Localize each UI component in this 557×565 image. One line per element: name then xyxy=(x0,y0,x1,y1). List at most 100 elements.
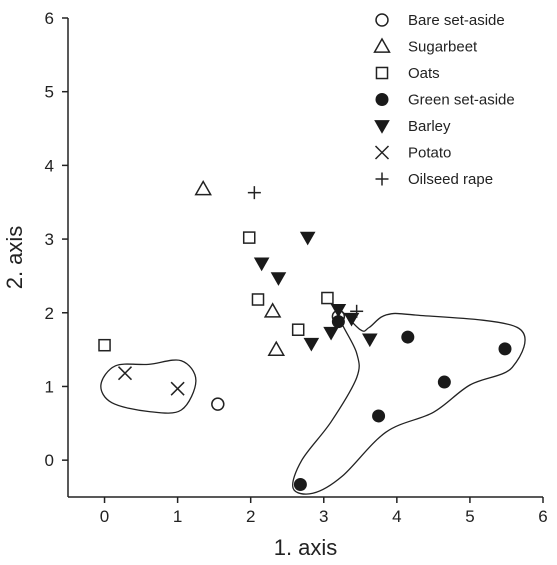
legend-item-oilseed-rape: Oilseed rape xyxy=(375,171,493,188)
point-green-set-aside xyxy=(331,315,345,329)
cluster-outline-1 xyxy=(100,359,197,414)
marker-shape xyxy=(267,340,286,356)
marker-shape xyxy=(321,291,334,305)
point-barley xyxy=(303,337,320,352)
legend-item-barley: Barley xyxy=(374,118,451,135)
point-oats xyxy=(242,231,256,244)
legend-marker-oilseed-rape xyxy=(375,172,389,186)
point-barley xyxy=(362,333,378,348)
y-tick-label: 3 xyxy=(45,230,54,249)
legend-marker-green-set-aside xyxy=(375,93,389,106)
marker-shape xyxy=(372,409,386,423)
point-green-set-aside xyxy=(498,342,512,356)
point-bare-set-aside xyxy=(211,397,225,411)
legend-label-barley: Barley xyxy=(408,118,451,135)
point-barley xyxy=(330,303,347,318)
marker-shape xyxy=(242,231,256,244)
legend: Bare set-aside Sugarbeet Oats Green set-asi… xyxy=(373,12,515,188)
marker-shape xyxy=(253,257,270,272)
marker-shape xyxy=(98,338,111,352)
marker-shape xyxy=(373,37,391,53)
marker-shape xyxy=(375,93,389,106)
legend-marker-potato xyxy=(374,145,390,160)
point-barley xyxy=(270,272,287,286)
point-oats xyxy=(321,291,334,305)
point-barley xyxy=(323,326,339,341)
legend-label-green-set-aside: Green set-aside xyxy=(408,92,515,109)
y-tick-label: 1 xyxy=(45,377,54,396)
marker-shape xyxy=(330,303,347,318)
point-barley xyxy=(343,312,360,327)
point-green-set-aside xyxy=(293,477,307,491)
legend-label-oats: Oats xyxy=(408,65,440,82)
legend-item-sugarbeet: Sugarbeet xyxy=(373,37,478,56)
point-green-set-aside xyxy=(437,375,451,389)
x-tick-label: 5 xyxy=(465,507,474,526)
marker-shape xyxy=(303,337,320,352)
marker-shape xyxy=(293,477,307,491)
x-tick-label: 4 xyxy=(392,507,401,526)
y-tick-label: 0 xyxy=(45,451,54,470)
point-potato xyxy=(170,381,185,396)
marker-shape xyxy=(375,66,389,80)
marker-shape xyxy=(374,120,390,134)
legend-label-potato: Potato xyxy=(408,145,451,162)
point-green-set-aside xyxy=(372,409,386,423)
x-tick-label: 6 xyxy=(538,507,547,526)
axes-frame: 0 1 2 3 4 5 6 0 1 2 3 4 5 6 xyxy=(45,9,548,526)
cluster-outlines xyxy=(100,306,526,495)
y-tick-label: 6 xyxy=(45,9,54,28)
marker-shape xyxy=(331,315,345,329)
marker-shape xyxy=(375,13,389,27)
legend-label-sugarbeet: Sugarbeet xyxy=(408,39,478,56)
legend-item-oats: Oats xyxy=(375,65,440,82)
marker-shape xyxy=(211,397,225,411)
point-sugarbeet xyxy=(263,302,282,318)
legend-marker-oats xyxy=(375,66,389,80)
marker-shape xyxy=(343,312,360,327)
data-points xyxy=(98,179,512,491)
cluster-outline-2 xyxy=(292,306,526,495)
marker-shape xyxy=(498,342,512,356)
marker-stroke xyxy=(170,381,185,396)
legend-marker-barley xyxy=(374,120,390,134)
point-oats xyxy=(291,323,305,336)
marker-shape xyxy=(299,231,316,246)
y-tick-label: 2 xyxy=(45,304,54,323)
marker-shape xyxy=(323,326,339,341)
point-oilseed-rape xyxy=(247,186,261,200)
legend-item-potato: Potato xyxy=(374,145,451,162)
y-tick-label: 4 xyxy=(45,156,54,175)
point-oats xyxy=(98,338,111,352)
marker-stroke xyxy=(374,145,390,160)
marker-shape xyxy=(263,302,282,318)
point-oilseed-rape xyxy=(350,304,364,318)
point-green-set-aside xyxy=(401,330,415,344)
legend-marker-sugarbeet xyxy=(373,37,391,53)
point-sugarbeet xyxy=(194,179,212,196)
marker-stroke xyxy=(117,366,133,381)
marker-shape xyxy=(401,330,415,344)
marker-shape xyxy=(291,323,305,336)
marker-shape xyxy=(270,272,287,286)
x-tick-label: 2 xyxy=(246,507,255,526)
legend-marker-bare-set-aside xyxy=(375,13,389,27)
marker-shape xyxy=(251,293,265,306)
x-tick-label: 1 xyxy=(173,507,182,526)
x-tick-label: 0 xyxy=(100,507,109,526)
point-barley xyxy=(253,257,270,272)
y-tick-label: 5 xyxy=(45,83,54,102)
point-potato xyxy=(117,366,133,381)
marker-shape xyxy=(362,333,378,348)
point-barley xyxy=(299,231,316,246)
x-axis-label: 1. axis xyxy=(274,535,338,560)
legend-item-bare-set-aside: Bare set-aside xyxy=(375,12,505,29)
point-sugarbeet xyxy=(267,340,286,356)
x-tick-label: 3 xyxy=(319,507,328,526)
point-oats xyxy=(251,293,265,306)
y-axis-label: 2. axis xyxy=(2,226,27,290)
legend-label-bare-set-aside: Bare set-aside xyxy=(408,12,505,29)
legend-item-green-set-aside: Green set-aside xyxy=(375,92,515,109)
legend-label-oilseed-rape: Oilseed rape xyxy=(408,171,493,188)
